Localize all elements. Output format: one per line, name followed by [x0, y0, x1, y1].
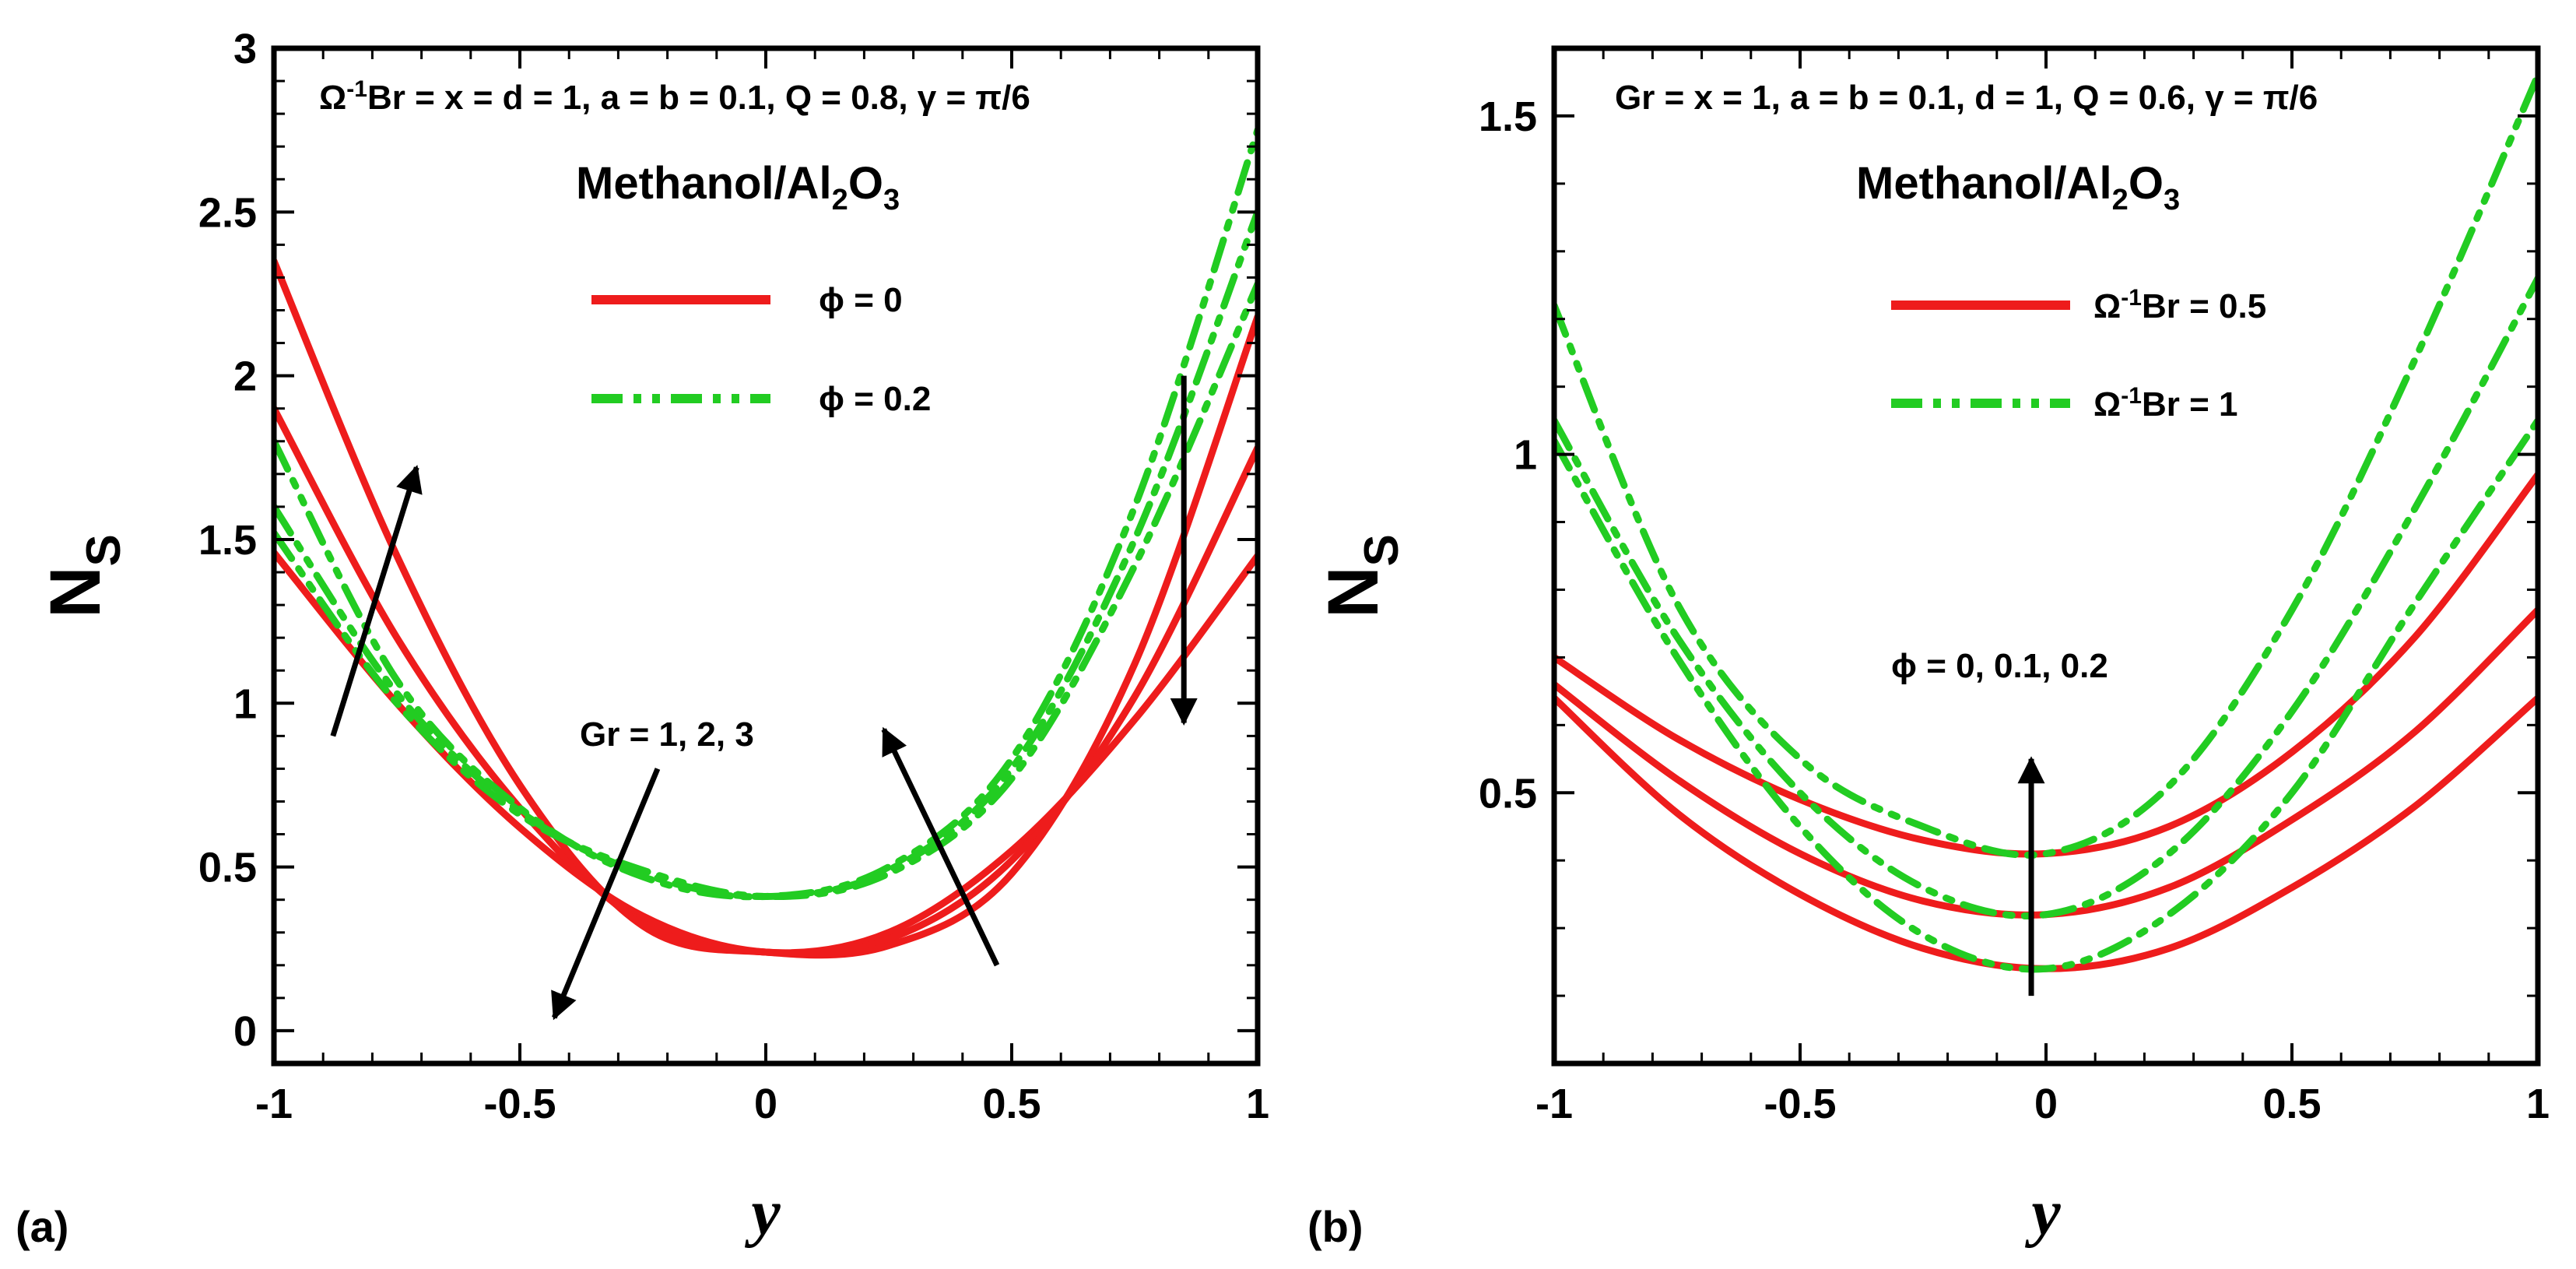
- y-tick-label-a-6: 3: [233, 26, 257, 72]
- y-tick-label-b-0: 0.5: [1479, 770, 1537, 817]
- panel-a-label: (a): [16, 1202, 68, 1251]
- panel-a-legend: ϕ = 0 ϕ = 0.2: [591, 281, 931, 418]
- x-tick-label-b-3: 0.5: [2262, 1081, 2321, 1127]
- y-tick-label-b-1: 1: [1514, 432, 1537, 479]
- panel-b-label: (b): [1307, 1202, 1363, 1251]
- x-tick-label-a-4: 1: [1246, 1081, 1269, 1127]
- panel-a: -1 -0.5 0 0.5 1 0 0.5 1 1.5 2 2.5 3 Ω-1Br = x = d =…: [16, 26, 1269, 1251]
- panel-b-ylabel: NS: [1314, 534, 1409, 618]
- panel-b-ticks: -1 -0.5 0 0.5 1 0.5 1 1.5: [1479, 47, 2550, 1127]
- curve-a-4: [274, 208, 1258, 901]
- x-tick-label-a-2: 0: [754, 1081, 777, 1127]
- y-tick-label-b-2: 1.5: [1479, 93, 1537, 140]
- panel-b-curves: [1554, 72, 2538, 973]
- y-tick-label-a-5: 2.5: [198, 189, 257, 236]
- panel-a-ticks: -1 -0.5 0 0.5 1 0 0.5 1 1.5 2 2.5 3: [198, 26, 1269, 1127]
- y-tick-label-a-2: 1: [233, 680, 257, 727]
- arrow-a-0: [330, 465, 423, 737]
- panel-a-arrows: [330, 375, 1198, 1021]
- legend-br05-label: Ω-1Br = 0.5: [2093, 285, 2266, 325]
- panel-a-xlabel: y: [744, 1176, 781, 1249]
- legend-br1-label: Ω-1Br = 1: [2093, 383, 2237, 424]
- panel-b: -1 -0.5 0 0.5 1 0.5 1 1.5 Gr = x = 1, a = b = 0…: [1307, 45, 2550, 1251]
- x-tick-label-b-2: 0: [2034, 1081, 2058, 1127]
- panel-a-ylabel: NS: [36, 534, 131, 618]
- curve-b-2: [1554, 471, 2538, 858]
- y-tick-label-a-0: 0: [233, 1008, 257, 1055]
- x-tick-label-a-1: -0.5: [483, 1081, 556, 1127]
- x-tick-label-a-0: -1: [255, 1081, 293, 1127]
- panel-b-fluid: Methanol/Al2O3: [1856, 158, 2180, 216]
- y-tick-label-a-4: 2: [233, 353, 257, 400]
- panel-a-gr-annotation: Gr = 1, 2, 3: [580, 715, 754, 754]
- panel-b-params: Gr = x = 1, a = b = 0.1, d = 1, Q = 0.6,…: [1615, 79, 2318, 117]
- x-tick-label-b-1: -0.5: [1764, 1081, 1836, 1127]
- curve-a-5: [274, 126, 1258, 901]
- panel-a-curves: [274, 126, 1258, 959]
- panel-a-params: Ω-1Br = x = d = 1, a = b = 0.1, Q = 0.8,…: [319, 76, 1030, 117]
- curve-b-4: [1554, 275, 2538, 919]
- arrow-a-1: [551, 768, 661, 1021]
- x-tick-label-b-0: -1: [1535, 1081, 1573, 1127]
- legend-phi0-label: ϕ = 0: [819, 281, 903, 319]
- panel-b-phi-annotation: ϕ = 0, 0.1, 0.2: [1891, 647, 2108, 685]
- curve-b-3: [1554, 417, 2538, 973]
- y-tick-label-a-1: 0.5: [198, 845, 257, 891]
- panel-a-fluid: Methanol/Al2O3: [576, 158, 900, 216]
- x-tick-label-b-4: 1: [2526, 1081, 2550, 1127]
- legend-phi2-label: ϕ = 0.2: [819, 380, 931, 418]
- x-tick-label-a-3: 0.5: [982, 1081, 1041, 1127]
- curve-b-5: [1554, 72, 2538, 859]
- curve-a-2: [274, 257, 1258, 959]
- panel-b-legend: Ω-1Br = 0.5 Ω-1Br = 1: [1891, 285, 2266, 424]
- arrow-a-2: [881, 726, 1000, 967]
- panel-b-xlabel: y: [2024, 1176, 2061, 1249]
- y-tick-label-a-3: 1.5: [198, 517, 257, 564]
- curve-a-1: [274, 405, 1258, 958]
- curve-b-0: [1554, 694, 2538, 972]
